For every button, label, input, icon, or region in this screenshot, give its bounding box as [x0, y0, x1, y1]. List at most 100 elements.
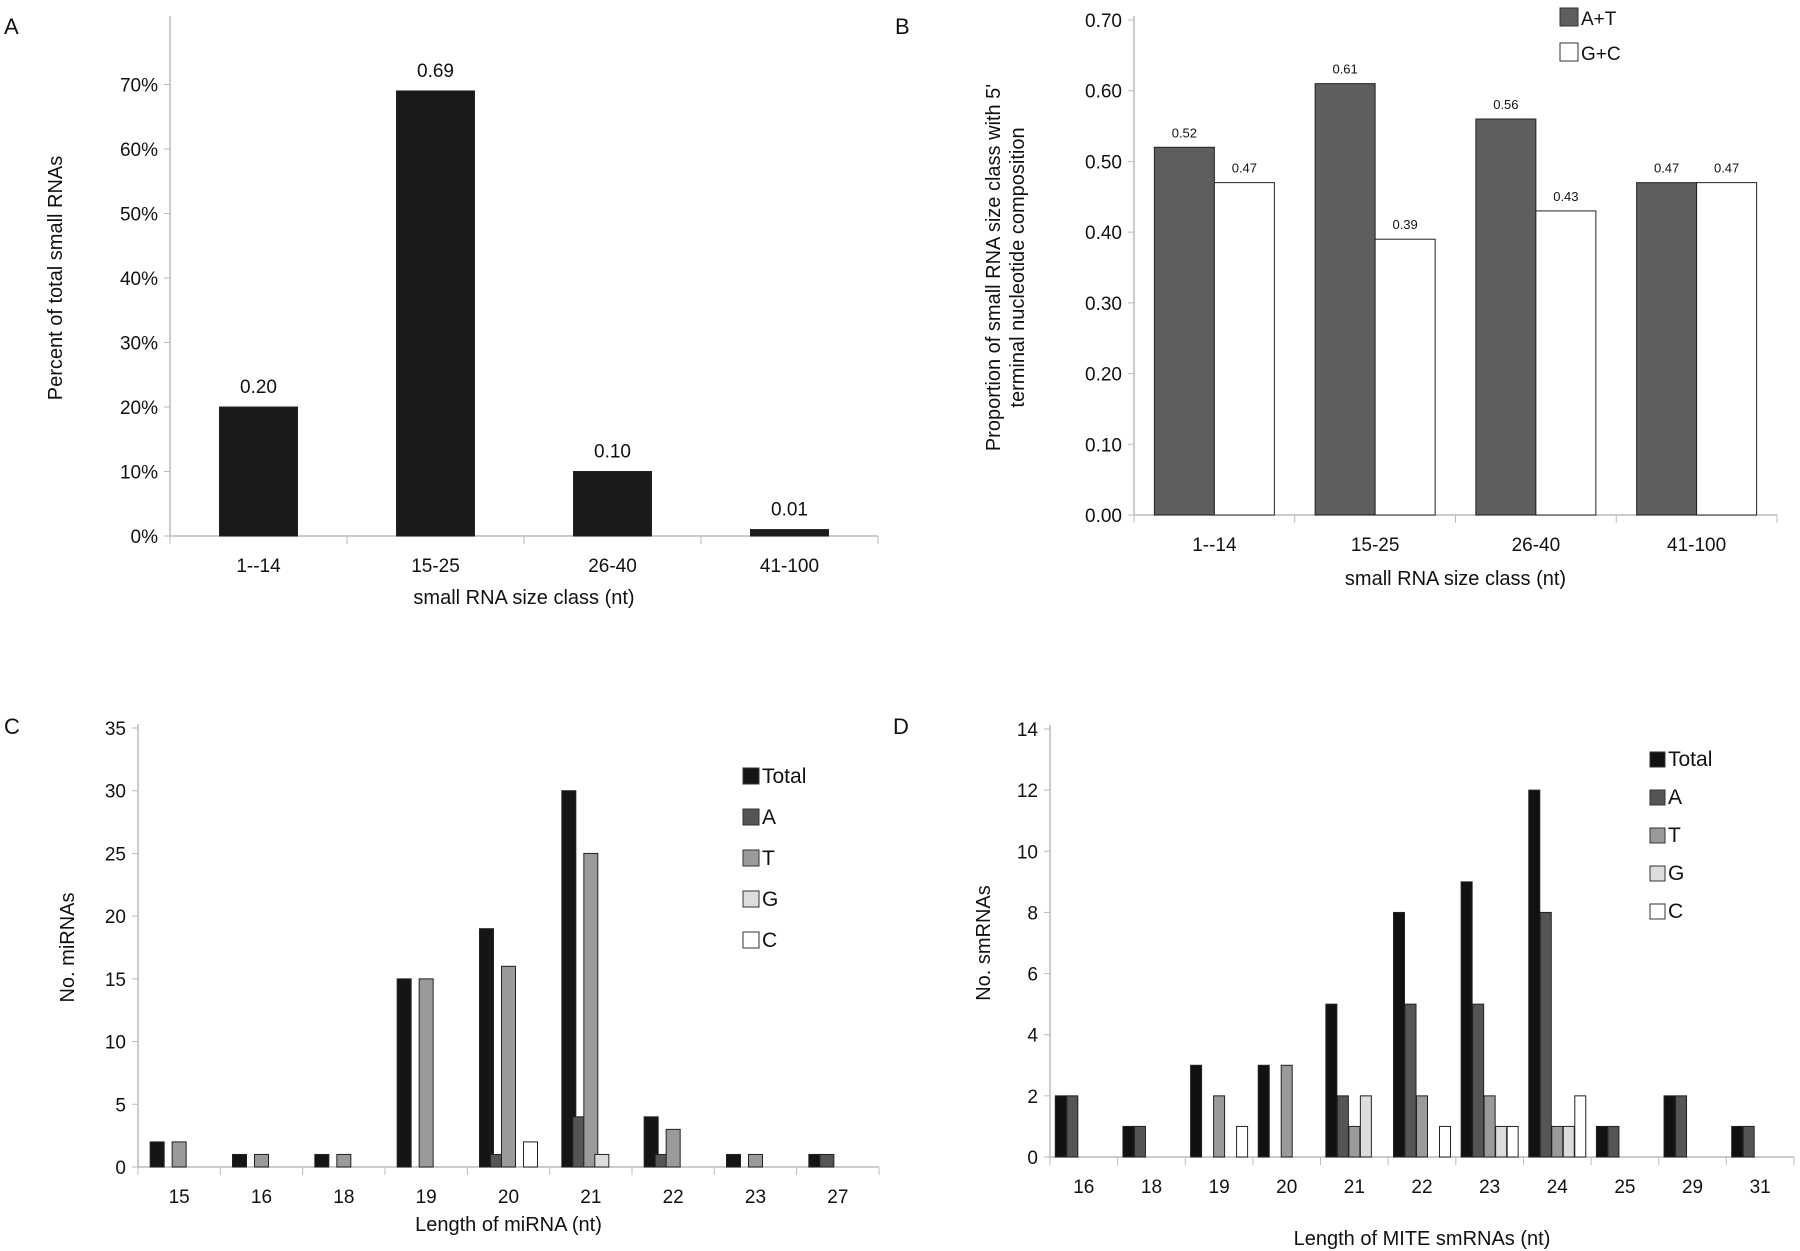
panel-letter: A [4, 14, 19, 39]
y-tick-label: 20 [105, 907, 126, 928]
bar-gc-15-25 [1374, 238, 1436, 516]
legend-label: G [762, 888, 778, 911]
x-tick-label: 21 [1344, 1177, 1365, 1198]
legend-label: C [762, 929, 777, 952]
x-tick-label: 18 [1141, 1177, 1162, 1198]
legend-label: A+T [1581, 9, 1617, 30]
bar-gc-1--14 [1213, 182, 1275, 516]
bar-a-16 [1066, 1095, 1079, 1158]
bar-total-19 [396, 978, 412, 1168]
bar-c-19 [1236, 1125, 1249, 1158]
data-label: 0.61 [1332, 62, 1357, 77]
x-tick-label: 15-25 [411, 556, 460, 577]
legend-swatch [742, 890, 760, 908]
bar-total-24 [1528, 789, 1541, 1158]
y-tick-label: 0.40 [1085, 223, 1122, 244]
bar-c-20 [523, 1141, 538, 1168]
legend-label: T [762, 847, 775, 870]
x-axis-title: Length of MITE smRNAs (nt) [1294, 1228, 1551, 1250]
data-label: 0.43 [1553, 189, 1578, 204]
y-tick-label: 0.30 [1085, 294, 1122, 315]
y-tick-label: 8 [1027, 903, 1038, 924]
x-tick-label: 41-100 [1667, 535, 1726, 556]
bar-t-22 [1416, 1095, 1428, 1158]
x-tick-label: 24 [1547, 1177, 1569, 1198]
bar-total-25 [1595, 1125, 1608, 1158]
data-label: 0.10 [594, 442, 631, 463]
bar-total-18 [1122, 1125, 1135, 1158]
bar-t-16 [254, 1153, 269, 1168]
bar-at-15-25 [1314, 83, 1376, 516]
bar-total-20 [479, 928, 494, 1168]
bar-a-22 [1404, 1003, 1417, 1158]
x-tick-label: 20 [1276, 1177, 1297, 1198]
bar-g-21 [1359, 1095, 1372, 1158]
y-axis-title: Proportion of small RNA size class with … [983, 84, 1005, 451]
legend-swatch [742, 849, 760, 867]
bar-total-18 [314, 1153, 330, 1168]
bar-percent-15-25 [396, 90, 475, 537]
legend-swatch [742, 808, 760, 826]
y-tick-label: 12 [1017, 781, 1038, 802]
bar-t-21 [1348, 1125, 1361, 1158]
y-tick-label: 0.70 [1085, 11, 1122, 32]
legend-swatch [742, 767, 760, 785]
legend-label: A [1668, 786, 1682, 809]
y-tick-label: 10 [105, 1033, 126, 1054]
y-tick-label: 35 [105, 719, 126, 740]
y-tick-label: 0.50 [1085, 152, 1122, 173]
y-tick-label: 5 [115, 1095, 126, 1116]
x-tick-label: 26-40 [1512, 535, 1561, 556]
y-tick-label: 50% [120, 205, 158, 226]
bar-t-23 [748, 1153, 763, 1168]
x-tick-label: 25 [1614, 1177, 1635, 1198]
y-tick-label: 15 [105, 970, 126, 991]
bar-a-27 [819, 1153, 835, 1168]
bar-a-31 [1742, 1125, 1755, 1158]
bar-total-21 [1325, 1003, 1338, 1158]
y-axis-title: terminal nucleotide composition [1007, 127, 1029, 407]
bar-percent-41-100 [750, 529, 829, 537]
legend-swatch [1559, 7, 1579, 27]
y-tick-label: 30 [105, 782, 126, 803]
bar-gc-41-100 [1696, 182, 1758, 516]
x-tick-label: 22 [1411, 1177, 1432, 1198]
y-axis-title: No. miRNAs [57, 892, 79, 1002]
bar-t-24 [1551, 1125, 1564, 1158]
y-tick-label: 4 [1027, 1026, 1038, 1047]
x-tick-label: 23 [1479, 1177, 1500, 1198]
data-label: 0.39 [1392, 217, 1417, 232]
y-axis-title: Percent of total small RNAs [45, 156, 67, 401]
y-tick-label: 0 [1027, 1148, 1038, 1169]
data-label: 0.47 [1654, 161, 1679, 176]
legend-label: A [762, 806, 776, 829]
bar-gc-26-40 [1535, 210, 1597, 516]
bar-total-29 [1663, 1095, 1676, 1158]
bar-a-21 [1336, 1095, 1349, 1158]
bar-t-20 [1280, 1064, 1293, 1158]
legend-label: G+C [1581, 44, 1621, 65]
legend-swatch [1649, 751, 1666, 768]
x-tick-label: 1--14 [236, 556, 281, 577]
y-tick-label: 6 [1027, 965, 1038, 986]
bar-c-22 [1439, 1125, 1451, 1158]
x-tick-label: 29 [1682, 1177, 1703, 1198]
data-label: 0.47 [1232, 161, 1257, 176]
x-tick-label: 15-25 [1351, 535, 1400, 556]
legend-label: Total [762, 765, 806, 788]
bar-t-18 [336, 1153, 352, 1168]
x-tick-label: 1--14 [1192, 535, 1237, 556]
bar-a-23 [1472, 1003, 1485, 1158]
x-tick-label: 41-100 [760, 556, 819, 577]
y-tick-label: 0.00 [1085, 506, 1122, 527]
bar-total-16 [232, 1153, 247, 1168]
x-tick-label: 15 [169, 1187, 190, 1208]
panel-a: A 0% 10% 20% 30% 40% 50% 60% 70% 1--14 0.20 15-25 0.… [4, 14, 879, 609]
y-tick-label: 2 [1027, 1087, 1038, 1108]
bar-total-15 [149, 1141, 165, 1168]
y-tick-label: 10 [1017, 842, 1038, 863]
x-axis-title: small RNA size class (nt) [413, 587, 634, 609]
bar-a-18 [1133, 1125, 1146, 1158]
x-tick-label: 22 [663, 1187, 684, 1208]
data-label: 0.56 [1493, 97, 1518, 112]
